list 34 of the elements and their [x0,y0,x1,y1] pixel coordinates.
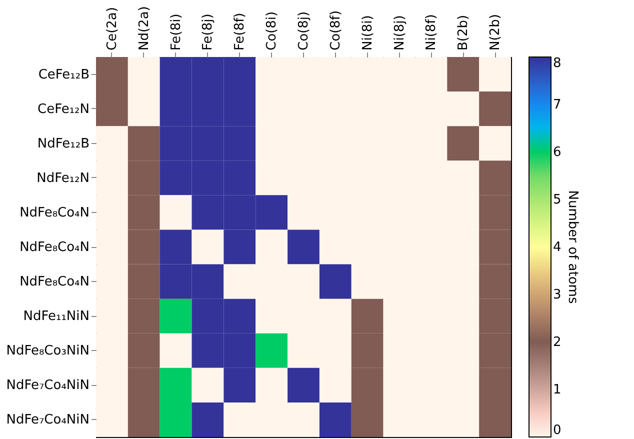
x-tick-label: Ni(8j) [392,15,408,50]
y-tick-label: CeFe₁₂B [38,67,90,82]
color-bar-label: 2 [553,335,562,350]
x-tick-label: Fe(8f) [232,12,248,50]
y-tick-label: NdFe₁₂N [36,170,90,186]
color-bar-label: 1 [553,382,562,398]
y-tick-label: NdFe₈Co₄N [20,274,90,290]
x-tick-label: Co(8f) [328,10,344,50]
color-bar-label: 4 [553,240,562,255]
x-tick-label: Fe(8j) [200,14,216,50]
x-tick-label: Co(8i) [264,11,280,50]
y-tick-label: NdFe₈Co₃NiN [6,344,90,359]
y-tick-label: NdFe₁₁NiN [23,309,90,324]
color-bar-label: 3 [553,288,562,302]
color-bar-label: 0 [553,423,562,438]
color-bar-label: 7 [553,98,562,112]
x-tick-label: B(2b) [456,14,472,50]
x-tick-label: Nd(2a) [136,6,152,50]
y-tick-label: NdFe₈Co₄N [20,240,90,255]
color-bar-label: 8 [553,56,562,71]
color-bar-label: 6 [553,145,562,160]
y-tick-label: CeFe₁₂N [38,102,90,117]
x-tick-label: Ni(8f) [424,14,440,50]
color-bar-label: 5 [553,192,562,208]
x-tick-label: Ni(8i) [360,15,376,50]
x-tick-label: N(2b) [488,14,504,50]
y-tick-label: NdFe₈Co₄N [20,205,90,220]
y-tick-label: NdFe₇Co₄NiN [6,412,90,428]
color-bar-title: Number of atoms [565,190,580,304]
x-tick-label: Ce(2a) [104,7,120,50]
y-tick-label: NdFe₁₂B [37,136,90,152]
x-tick-label: Co(8j) [296,11,312,50]
x-tick-label: Fe(8i) [168,14,184,50]
y-tick-label: NdFe₇Co₄NiN [6,378,90,394]
